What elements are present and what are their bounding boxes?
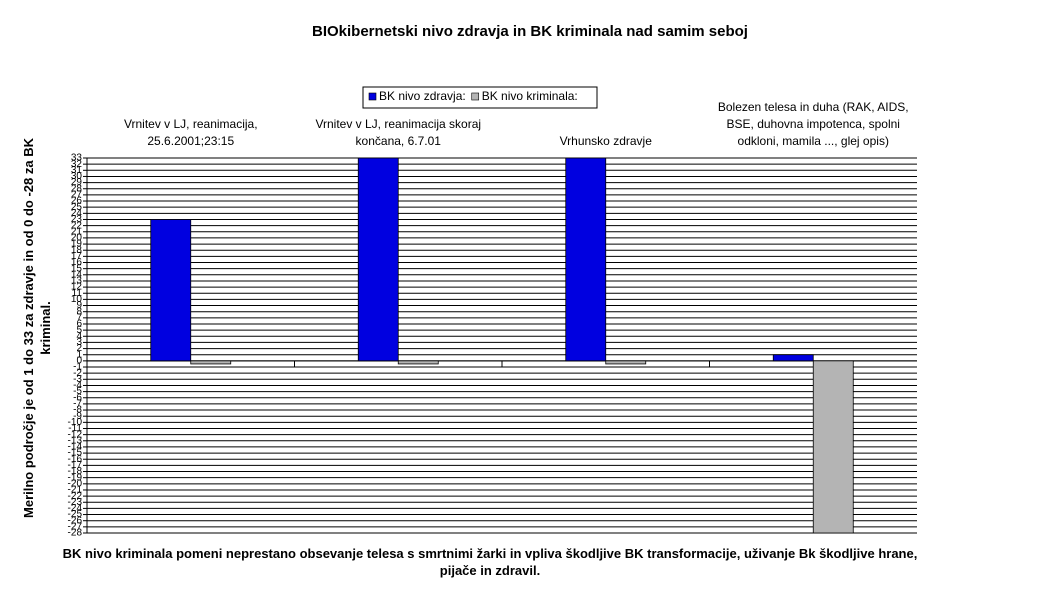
y-tick-label: -18 — [68, 466, 83, 477]
y-tick-label: 14 — [71, 269, 83, 280]
y-tick-label: 13 — [71, 276, 83, 287]
bar — [150, 219, 192, 362]
y-tick-label: -17 — [68, 460, 83, 471]
y-tick-label: 31 — [71, 165, 83, 176]
y-tick-label: -6 — [73, 392, 82, 403]
bar — [397, 360, 439, 365]
legend-swatch — [471, 92, 480, 101]
bar — [190, 360, 232, 365]
y-tick-label: 0 — [76, 356, 82, 367]
category-label: Vrnitev v LJ, reanimacija, 25.6.2001;23:… — [123, 117, 258, 148]
y-tick-label: 1 — [76, 349, 82, 360]
bar — [812, 360, 854, 534]
y-tick-label: -20 — [68, 478, 83, 489]
x-axis-title: BK nivo kriminala pomeni neprestano obse… — [62, 546, 918, 578]
y-tick-label: 2 — [76, 343, 82, 354]
y-tick-label: 23 — [71, 214, 83, 225]
y-tick-label: -23 — [68, 497, 83, 508]
y-tick-label: -13 — [68, 435, 83, 446]
bar — [772, 354, 814, 362]
y-tick-label: 20 — [71, 233, 83, 244]
bar — [565, 157, 607, 362]
y-tick-label: 3 — [76, 337, 82, 348]
y-tick-label: 21 — [71, 226, 83, 237]
y-tick-label: -11 — [68, 423, 82, 434]
y-tick-label: 22 — [71, 220, 83, 231]
y-tick-label: -14 — [68, 442, 83, 453]
y-tick-label: 8 — [76, 306, 82, 317]
y-tick-label: 16 — [71, 257, 83, 268]
y-tick-label: 15 — [71, 263, 83, 274]
y-tick-label: -21 — [68, 485, 83, 496]
y-tick-label: 27 — [71, 190, 83, 201]
y-tick-label: -25 — [68, 509, 83, 520]
y-tick-label: 17 — [71, 251, 83, 262]
y-tick-label: -10 — [68, 417, 83, 428]
y-tick-label: 24 — [71, 208, 83, 219]
y-tick-label: -26 — [68, 515, 83, 526]
y-tick-label: 7 — [76, 312, 82, 323]
y-tick-label: 25 — [71, 202, 83, 213]
y-tick-label: 4 — [76, 331, 82, 342]
bar — [357, 157, 399, 362]
legend-swatch — [368, 92, 377, 101]
y-tick-label: 30 — [71, 171, 83, 182]
legend-box — [362, 86, 598, 109]
y-tick-label: 29 — [71, 177, 83, 188]
y-tick-label: 28 — [71, 183, 83, 194]
y-tick-label: -28 — [68, 528, 83, 539]
category-label: Vrnitev v LJ, reanimacija skoraj končana… — [315, 117, 482, 148]
y-tick-label: -8 — [73, 405, 82, 416]
y-tick-label: -24 — [68, 503, 83, 514]
y-tick-label: 6 — [76, 319, 82, 330]
legend-label: BK nivo zdravja: — [379, 89, 466, 103]
y-tick-label: -27 — [68, 521, 83, 532]
y-tick-label: 18 — [71, 245, 83, 256]
legend-label: BK nivo kriminala: — [482, 89, 578, 103]
y-tick-label: 32 — [71, 159, 83, 170]
y-tick-label: -4 — [73, 380, 82, 391]
y-tick-label: 19 — [71, 239, 83, 250]
y-tick-label: -15 — [68, 448, 83, 459]
category-label: Vrhunsko zdravje — [559, 134, 652, 148]
bar — [605, 360, 647, 365]
y-tick-label: -19 — [68, 472, 83, 483]
y-tick-label: 26 — [71, 196, 83, 207]
y-tick-label: -3 — [73, 374, 82, 385]
y-tick-label: -2 — [73, 368, 82, 379]
y-axis-title: Merilno področje je od 1 do 33 za zdravj… — [21, 138, 53, 518]
y-tick-label: 5 — [76, 325, 82, 336]
y-tick-label: 10 — [71, 294, 83, 305]
category-label: Bolezen telesa in duha (RAK, AIDS, BSE, … — [717, 100, 909, 148]
y-tick-label: -1 — [73, 362, 82, 373]
y-tick-label: 9 — [76, 300, 82, 311]
y-tick-label: -22 — [68, 491, 83, 502]
y-tick-label: -9 — [73, 411, 82, 422]
y-tick-label: -5 — [73, 386, 82, 397]
y-tick-label: -7 — [73, 399, 82, 410]
chart-title: BIOkibernetski nivo zdravja in BK krimin… — [312, 23, 748, 40]
y-tick-label: -12 — [68, 429, 83, 440]
y-tick-label: 11 — [72, 288, 83, 299]
y-tick-label: 33 — [71, 153, 83, 164]
y-tick-label: 12 — [71, 282, 83, 293]
y-tick-label: -16 — [68, 454, 83, 465]
